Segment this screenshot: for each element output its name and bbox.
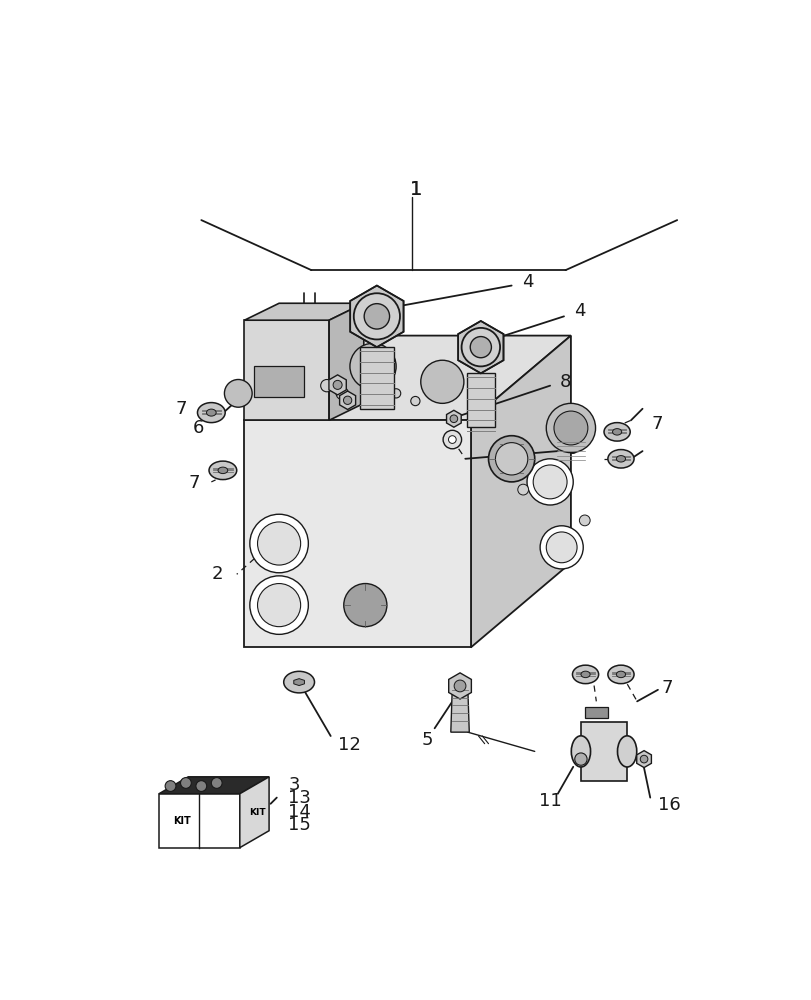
Polygon shape	[159, 777, 268, 794]
Circle shape	[391, 389, 401, 398]
Text: 11: 11	[538, 792, 561, 810]
Circle shape	[488, 436, 534, 482]
Circle shape	[195, 781, 207, 791]
Text: 9: 9	[567, 440, 578, 458]
Circle shape	[354, 293, 400, 339]
Polygon shape	[244, 303, 363, 320]
Polygon shape	[580, 722, 626, 781]
Text: 7: 7	[661, 679, 672, 697]
Circle shape	[495, 443, 527, 475]
Circle shape	[579, 515, 590, 526]
Ellipse shape	[218, 467, 227, 474]
Ellipse shape	[571, 736, 590, 767]
Text: 7: 7	[188, 474, 200, 492]
Circle shape	[461, 328, 500, 366]
Circle shape	[453, 680, 466, 692]
Polygon shape	[328, 303, 363, 420]
Polygon shape	[294, 679, 304, 686]
Ellipse shape	[607, 450, 633, 468]
Polygon shape	[328, 375, 345, 395]
Circle shape	[470, 337, 491, 358]
Circle shape	[350, 343, 396, 389]
Polygon shape	[244, 320, 328, 420]
Ellipse shape	[208, 461, 237, 480]
Circle shape	[320, 379, 333, 392]
Polygon shape	[448, 673, 471, 699]
Circle shape	[343, 584, 386, 627]
Text: KIT: KIT	[173, 816, 191, 826]
Circle shape	[211, 778, 222, 788]
Circle shape	[420, 360, 463, 403]
Circle shape	[539, 526, 582, 569]
Text: 6: 6	[192, 419, 204, 437]
Circle shape	[180, 778, 191, 788]
Circle shape	[639, 755, 647, 763]
Circle shape	[224, 379, 252, 407]
Ellipse shape	[283, 671, 314, 693]
Text: 5: 5	[421, 731, 432, 749]
Ellipse shape	[616, 456, 624, 462]
Polygon shape	[359, 347, 393, 409]
Polygon shape	[239, 777, 268, 848]
Text: 14: 14	[288, 803, 311, 821]
Text: 1: 1	[410, 180, 422, 199]
Text: 16: 16	[657, 796, 680, 814]
Polygon shape	[339, 391, 355, 410]
Circle shape	[363, 304, 389, 329]
Circle shape	[257, 522, 300, 565]
Text: KIT: KIT	[249, 808, 265, 817]
Circle shape	[250, 576, 308, 634]
Polygon shape	[244, 336, 570, 420]
Polygon shape	[466, 373, 494, 427]
Polygon shape	[446, 410, 461, 427]
Ellipse shape	[616, 736, 636, 767]
Circle shape	[410, 396, 419, 406]
Text: 4: 4	[573, 302, 585, 320]
Polygon shape	[244, 420, 470, 647]
Circle shape	[553, 411, 587, 445]
Circle shape	[517, 484, 528, 495]
Polygon shape	[636, 751, 650, 768]
Circle shape	[526, 459, 573, 505]
Polygon shape	[159, 794, 239, 848]
Ellipse shape	[616, 671, 624, 678]
Polygon shape	[450, 686, 469, 732]
Ellipse shape	[580, 671, 590, 678]
Ellipse shape	[611, 429, 621, 435]
Circle shape	[448, 436, 456, 443]
Text: 7: 7	[651, 415, 663, 433]
Text: 12: 12	[338, 736, 361, 754]
Circle shape	[449, 415, 457, 423]
Polygon shape	[470, 336, 570, 647]
Circle shape	[546, 532, 577, 563]
Polygon shape	[584, 707, 607, 718]
Polygon shape	[457, 321, 503, 373]
Ellipse shape	[607, 665, 633, 684]
Circle shape	[250, 514, 308, 573]
Circle shape	[165, 781, 176, 791]
Circle shape	[333, 380, 341, 389]
Circle shape	[533, 465, 566, 499]
Ellipse shape	[572, 665, 598, 684]
Circle shape	[546, 403, 594, 453]
Ellipse shape	[206, 409, 216, 416]
Text: 7: 7	[175, 400, 187, 418]
Ellipse shape	[197, 403, 225, 423]
Text: 13: 13	[288, 789, 311, 807]
Polygon shape	[254, 366, 303, 397]
Text: 8: 8	[560, 373, 571, 391]
Text: 4: 4	[521, 273, 533, 291]
Text: 3: 3	[288, 776, 299, 794]
Text: 2: 2	[212, 565, 223, 583]
Text: 1: 1	[410, 180, 422, 199]
Ellipse shape	[603, 423, 629, 441]
Circle shape	[574, 753, 586, 765]
Circle shape	[336, 387, 348, 400]
Circle shape	[443, 430, 461, 449]
Text: 15: 15	[288, 816, 311, 834]
Circle shape	[343, 396, 351, 404]
Text: 8: 8	[324, 330, 336, 348]
Circle shape	[257, 584, 300, 627]
Polygon shape	[350, 286, 403, 347]
